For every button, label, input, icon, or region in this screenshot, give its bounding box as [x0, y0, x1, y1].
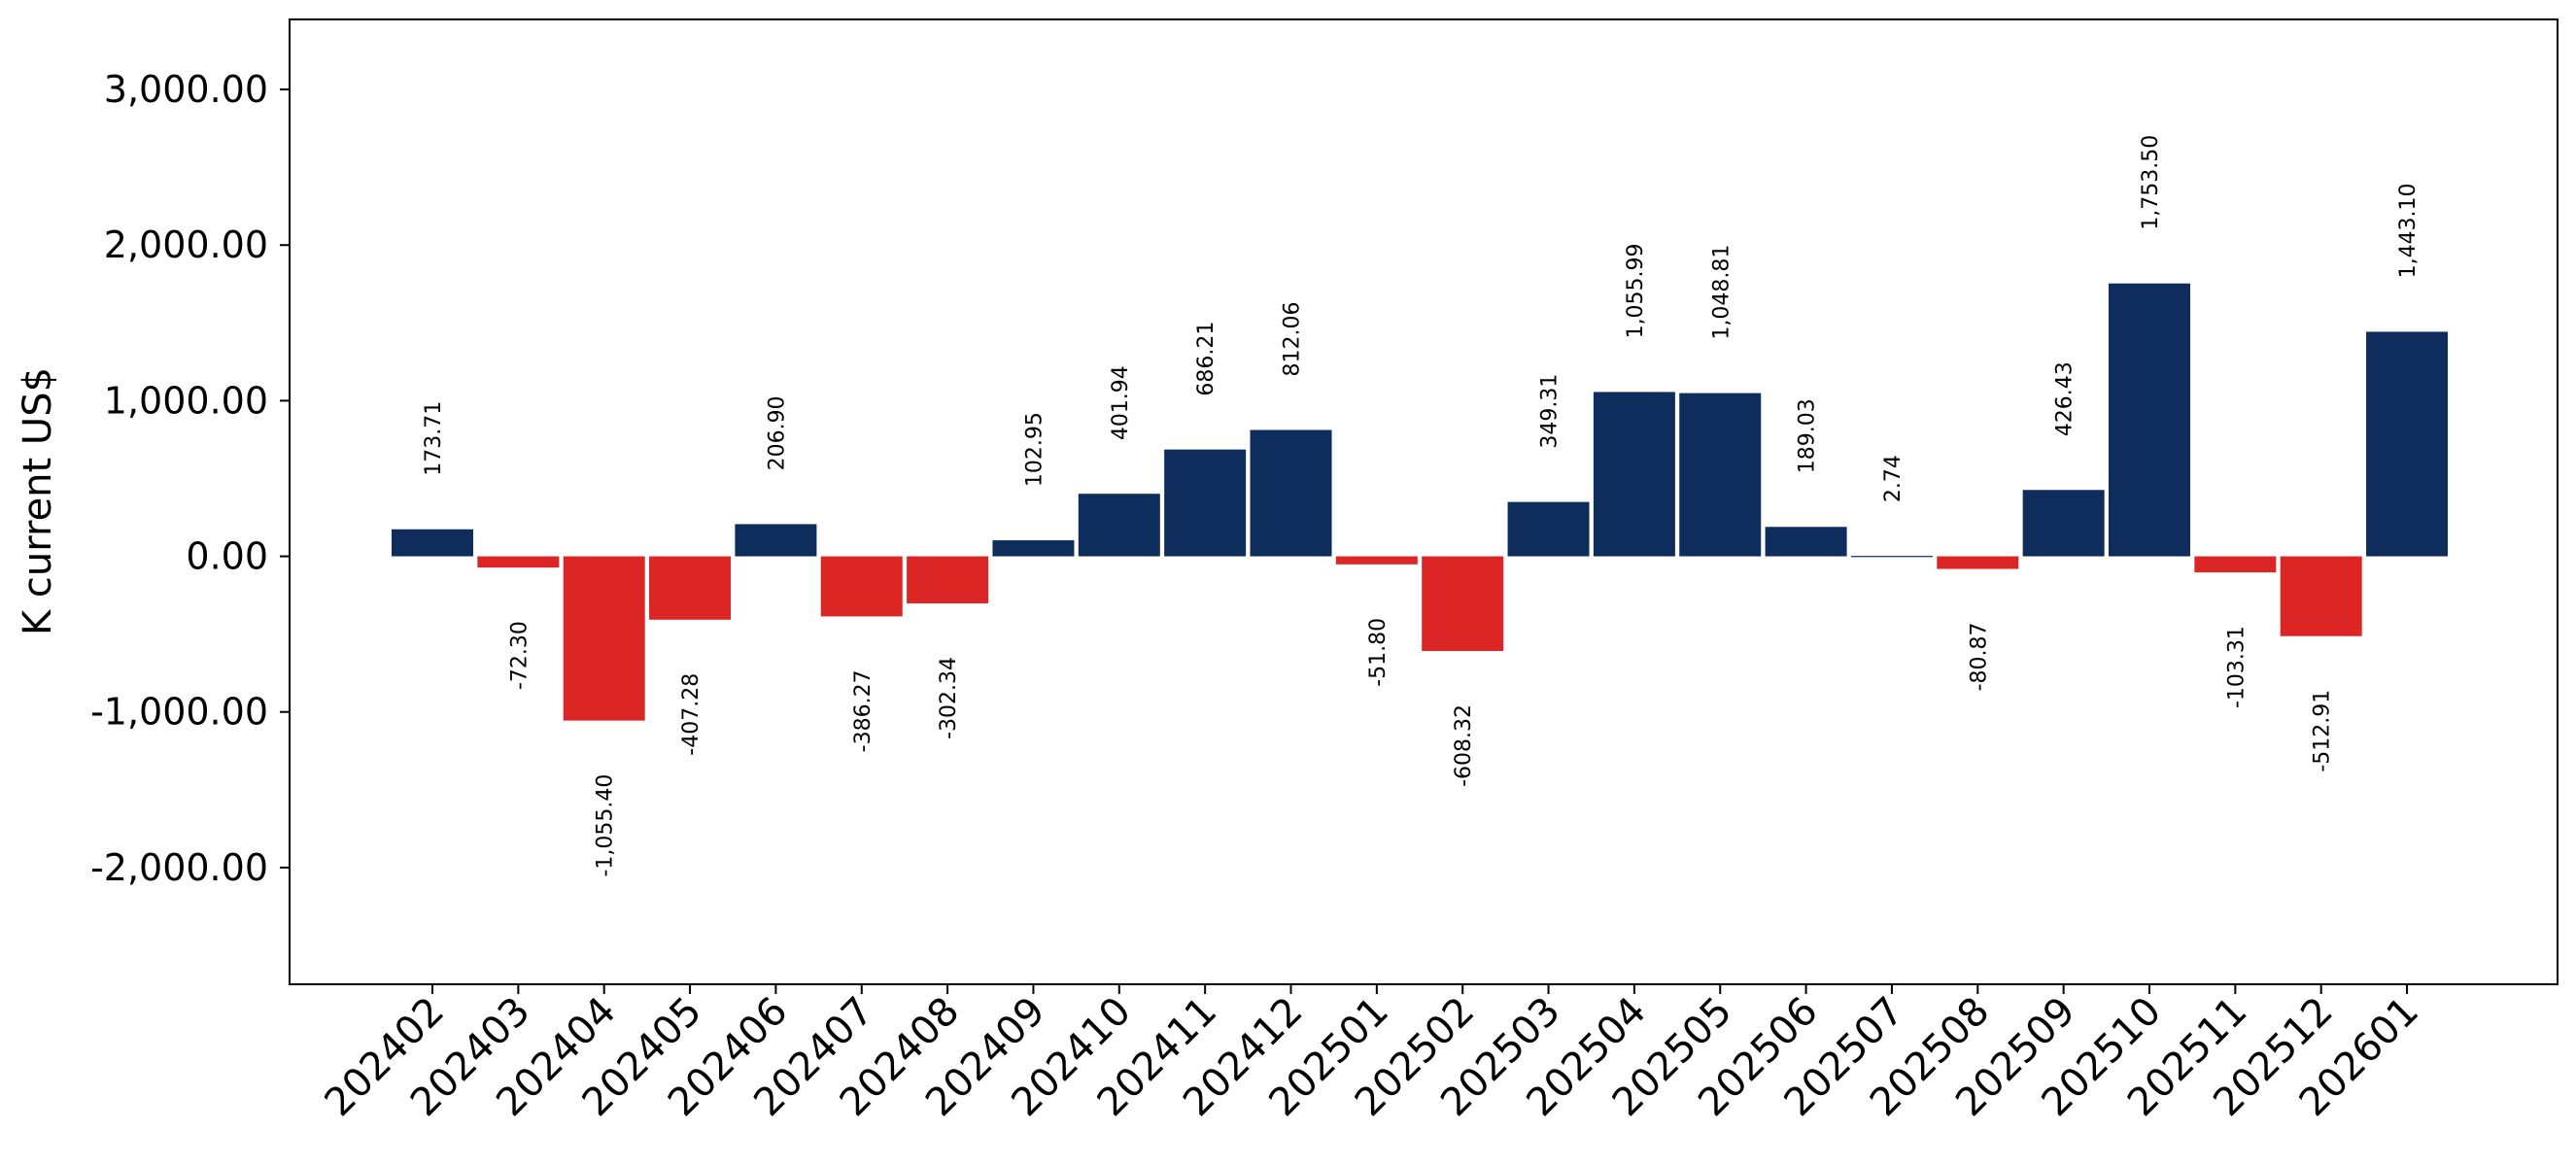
bar-202405 [649, 556, 732, 620]
x-axis: 2024022024032024042024052024062024072024… [317, 984, 2427, 1125]
y-tick-label: 2,000.00 [104, 223, 268, 266]
y-axis-title: K current US$ [16, 367, 60, 635]
data-label: -302.34 [937, 657, 961, 739]
bar-202511 [2194, 556, 2277, 573]
data-label: -407.28 [679, 673, 704, 756]
data-label: 1,443.10 [2396, 183, 2421, 278]
data-label: -608.32 [1452, 704, 1476, 787]
y-tick-label: 3,000.00 [104, 68, 268, 111]
y-axis: -2,000.00 -1,000.00 0.00 1,000.00 2,000.00 3,… [90, 68, 290, 889]
bar-202407 [820, 556, 903, 617]
data-label: 426.43 [2053, 361, 2078, 436]
bar-202601 [2366, 331, 2449, 557]
bar-202507 [1850, 556, 1933, 558]
data-label: -80.87 [1967, 623, 1991, 692]
bar-202411 [1164, 449, 1247, 557]
data-label: 401.94 [1109, 365, 1133, 440]
data-label: 2.74 [1881, 455, 1906, 502]
data-label: 206.90 [765, 395, 789, 470]
bar-202409 [992, 540, 1075, 557]
bar-202501 [1335, 556, 1418, 565]
plot-frame [289, 18, 2559, 985]
data-labels: 173.71 -72.30 -1,055.40 -407.28 206.90 -386.2… [422, 135, 2421, 877]
data-label: 686.21 [1194, 322, 1219, 396]
bar-202508 [1937, 556, 2019, 569]
y-tick-label: -2,000.00 [90, 846, 268, 889]
bar-202404 [563, 556, 645, 721]
y-tick-label: -1,000.00 [90, 691, 268, 734]
bar-202502 [1422, 556, 1504, 651]
bar-202504 [1593, 392, 1675, 557]
bars [392, 283, 2449, 721]
bar-202402 [392, 529, 473, 557]
data-label: 1,055.99 [1624, 243, 1648, 338]
data-label: -103.31 [2224, 626, 2249, 708]
bar-202509 [2022, 490, 2105, 557]
y-tick-label: 0.00 [186, 535, 268, 578]
bar-202408 [907, 556, 989, 603]
data-label: -72.30 [507, 621, 532, 690]
y-tick-label: 1,000.00 [104, 379, 268, 422]
bar-202510 [2109, 283, 2190, 557]
data-label: 1,753.50 [2139, 135, 2163, 230]
bar-202503 [1507, 501, 1590, 557]
bar-202506 [1765, 527, 1847, 557]
data-label: 102.95 [1022, 412, 1047, 487]
bar-202512 [2280, 556, 2362, 636]
data-label: 189.03 [1796, 398, 1820, 473]
bar-202403 [477, 556, 560, 568]
bar-202410 [1078, 494, 1160, 557]
bar-202406 [735, 524, 817, 557]
data-label: 812.06 [1281, 302, 1305, 377]
data-label: 173.71 [422, 401, 446, 476]
data-label: -512.91 [2311, 690, 2335, 772]
data-label: -386.27 [851, 669, 876, 752]
data-label: 1,048.81 [1709, 245, 1734, 340]
bar-202412 [1250, 429, 1332, 557]
data-label: 349.31 [1538, 374, 1563, 449]
bar-202505 [1679, 393, 1762, 557]
data-label: -1,055.40 [594, 774, 618, 877]
data-label: -51.80 [1366, 618, 1391, 687]
